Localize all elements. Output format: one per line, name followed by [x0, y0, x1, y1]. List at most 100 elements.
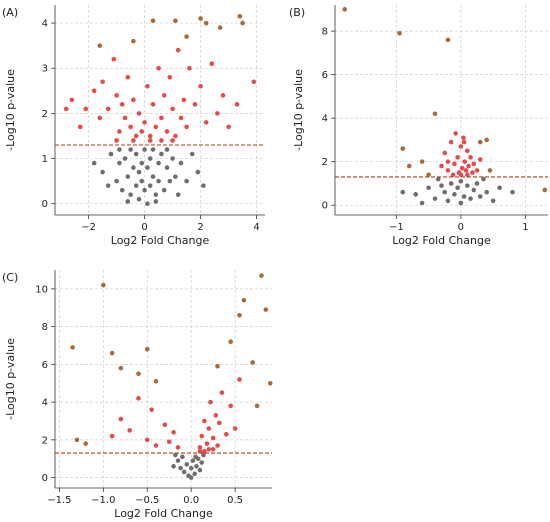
extreme-point — [263, 307, 269, 312]
nonsignificant-point — [142, 147, 147, 152]
extreme-point — [487, 168, 493, 173]
extreme-point — [109, 350, 115, 356]
extreme-point — [240, 20, 245, 26]
significant-point — [208, 399, 213, 405]
significant-point — [147, 133, 153, 139]
extreme-point — [241, 297, 247, 303]
significant-point — [100, 79, 105, 85]
nonsignificant-point — [173, 174, 178, 179]
significant-point — [178, 115, 184, 121]
x-tick-label: −0.5 — [135, 495, 159, 506]
extreme-point — [400, 146, 406, 151]
nonsignificant-point — [133, 151, 139, 157]
significant-point — [466, 163, 471, 169]
nonsignificant-point — [419, 200, 425, 206]
panel-label: (C) — [2, 271, 18, 284]
nonsignificant-point — [178, 160, 184, 166]
y-tick-label: 2 — [42, 109, 48, 120]
nonsignificant-point — [145, 201, 150, 207]
significant-point — [445, 168, 451, 173]
extreme-point — [97, 43, 103, 48]
significant-point — [118, 416, 124, 422]
significant-point — [461, 139, 467, 145]
nonsignificant-point — [432, 196, 438, 201]
y-tick-label: 4 — [42, 398, 48, 409]
nonsignificant-point — [484, 189, 489, 195]
extreme-point — [131, 38, 136, 44]
significant-point — [455, 155, 460, 160]
extreme-point — [198, 16, 203, 21]
nonsignificant-point — [474, 181, 480, 186]
significant-point — [215, 443, 220, 448]
nonsignificant-point — [497, 185, 502, 191]
nonsignificant-point — [150, 174, 156, 179]
nonsignificant-point — [192, 471, 197, 477]
y-tick-label: 6 — [42, 360, 48, 371]
y-tick-label: 4 — [322, 114, 328, 125]
significant-point — [162, 422, 168, 428]
chart-panel-3: −1.5 −1.0 −0.5 0.0 0.5 0 2 4 6 8 10 Log2 Fold Chang… — [2, 270, 273, 520]
significant-point — [133, 133, 139, 139]
nonsignificant-point — [139, 178, 145, 184]
significant-point — [445, 159, 451, 164]
extreme-point — [217, 25, 223, 30]
significant-point — [125, 74, 131, 80]
nonsignificant-point — [201, 183, 206, 188]
nonsignificant-point — [128, 192, 133, 197]
nonsignificant-point — [477, 194, 483, 199]
nonsignificant-point — [188, 465, 194, 471]
x-tick-label: 0 — [141, 222, 147, 233]
significant-point — [156, 65, 161, 71]
y-tick-label: 10 — [35, 284, 48, 295]
nonsignificant-point — [442, 189, 448, 195]
nonsignificant-point — [452, 192, 457, 197]
significant-point — [159, 138, 164, 143]
x-axis-title: Log2 Fold Change — [114, 507, 213, 520]
extreme-point — [228, 339, 234, 345]
significant-point — [63, 106, 69, 112]
significant-point — [170, 106, 175, 112]
nonsignificant-point — [142, 187, 147, 193]
significant-point — [199, 433, 205, 439]
nonsignificant-point — [164, 165, 170, 170]
significant-point — [228, 403, 234, 409]
significant-point — [173, 133, 178, 139]
extreme-point — [406, 163, 412, 169]
significant-point — [136, 111, 142, 116]
y-tick-label: 0 — [42, 199, 48, 210]
significant-point — [462, 159, 468, 164]
nonsignificant-point — [201, 452, 206, 458]
significant-point — [127, 428, 132, 433]
extreme-point — [173, 18, 178, 24]
nonsignificant-point — [184, 462, 190, 467]
extreme-point — [237, 312, 242, 318]
nonsignificant-point — [197, 467, 203, 473]
significant-point — [114, 93, 119, 98]
significant-point — [450, 172, 456, 178]
significant-point — [452, 161, 457, 167]
x-tick-label: 4 — [253, 222, 259, 233]
x-tick-label: 0.0 — [183, 495, 199, 506]
nonsignificant-point — [156, 160, 161, 166]
significant-point — [220, 93, 226, 98]
nonsignificant-point — [125, 199, 131, 204]
y-tick-label: 0 — [42, 473, 48, 484]
nonsignificant-point — [91, 160, 97, 166]
significant-point — [471, 161, 477, 167]
nonsignificant-point — [156, 178, 161, 184]
x-tick-label: −1.0 — [91, 495, 115, 506]
x-tick-label: 0.5 — [227, 495, 243, 506]
significant-point — [465, 148, 470, 154]
nonsignificant-point — [194, 463, 199, 469]
nonsignificant-point — [161, 187, 167, 193]
nonsignificant-point — [171, 463, 176, 469]
extreme-point — [477, 139, 483, 145]
extreme-point — [74, 437, 80, 443]
nonsignificant-point — [108, 151, 114, 157]
y-tick-label: 8 — [322, 27, 328, 38]
nonsignificant-point — [439, 183, 444, 188]
significant-point — [175, 47, 181, 53]
significant-point — [477, 157, 483, 162]
nonsignificant-point — [461, 194, 467, 199]
significant-point — [219, 390, 225, 395]
